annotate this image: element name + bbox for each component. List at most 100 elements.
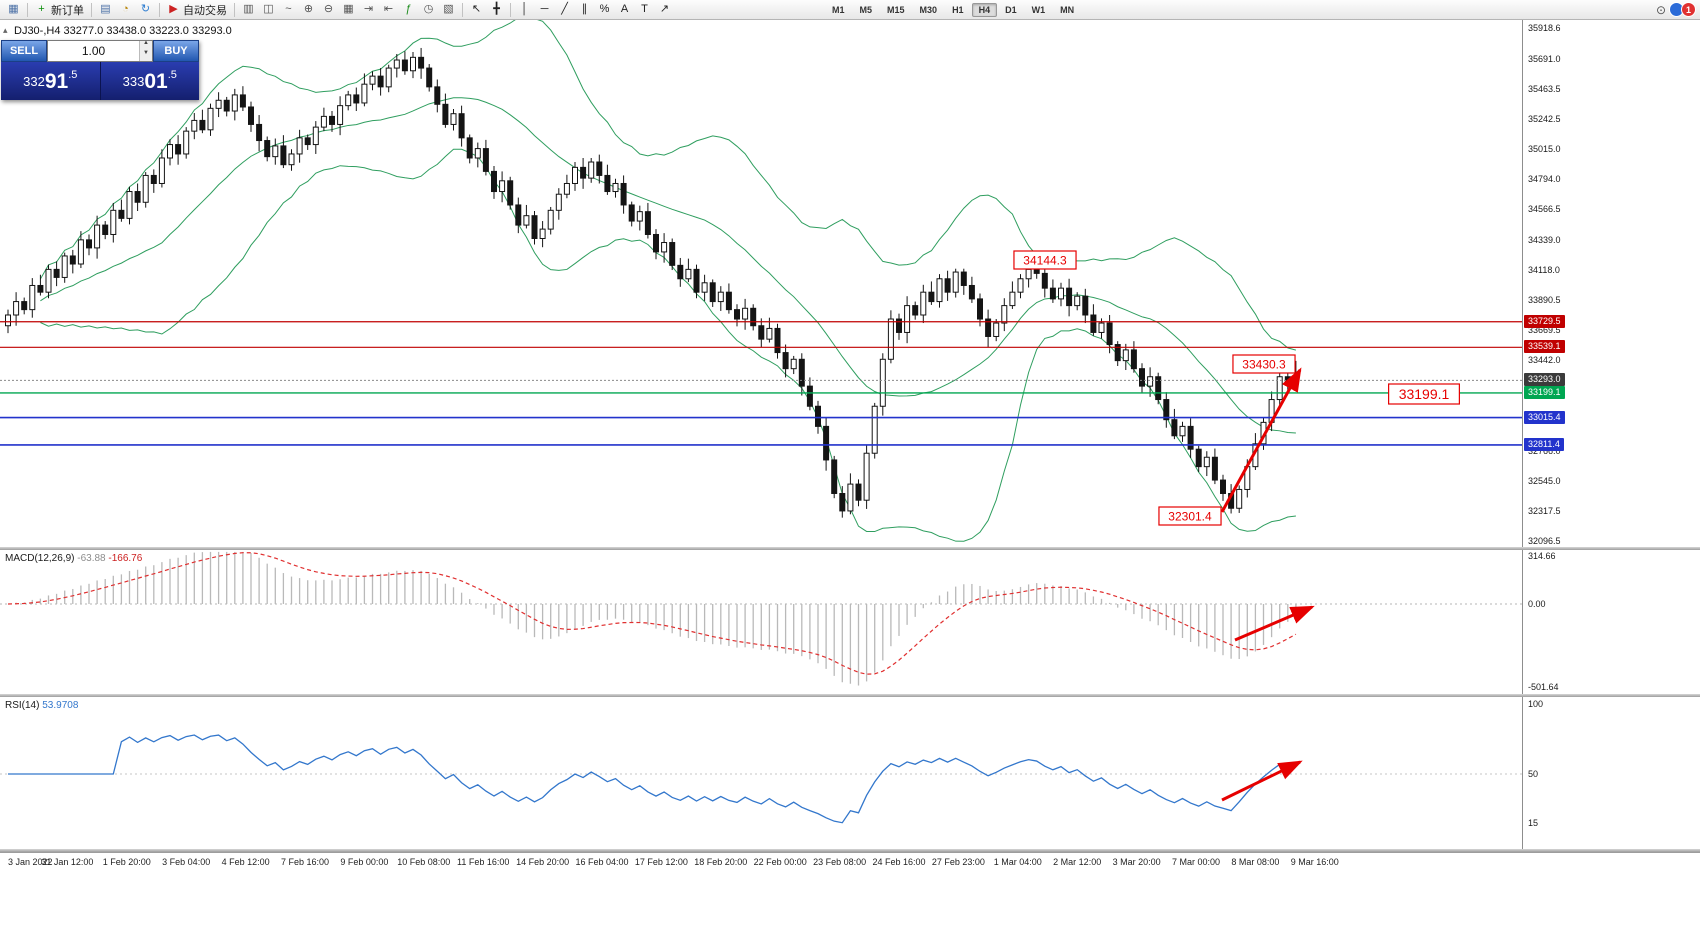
lot-spinner[interactable]: ▲ ▼ [139, 40, 152, 61]
panel-splitter[interactable] [0, 849, 1700, 852]
panel-splitter[interactable] [0, 694, 1700, 697]
vertical-line-icon[interactable]: │ [515, 2, 534, 17]
price-label: 35463.5 [1528, 84, 1561, 95]
price-badge: 33015.4 [1524, 410, 1565, 424]
profiles-icon[interactable]: ◔ [116, 2, 135, 17]
new-order-button-glyph: + [38, 3, 45, 15]
timeframe-d1[interactable]: D1 [1005, 4, 1017, 15]
main-chart-canvas[interactable]: 34144.3 33430.3 33199.1 32301.4 [0, 20, 1522, 547]
macd-main-value: -63.88 [77, 553, 106, 564]
price-label: 32096.5 [1528, 535, 1561, 546]
lot-spin-down-icon[interactable]: ▼ [140, 50, 152, 61]
charts-icon-glyph: ▤ [100, 3, 111, 15]
rsi-value: 53.9708 [42, 700, 79, 711]
rsi-axis[interactable]: 100 50 15 [1522, 697, 1700, 849]
panel-splitter[interactable] [0, 547, 1700, 550]
periods-icon[interactable]: ◷ [419, 2, 438, 17]
sell-price-display[interactable]: 332 91.5 [1, 62, 101, 100]
notification-badge[interactable]: 1 [1681, 2, 1696, 17]
zoom-in-icon-glyph: ⊕ [303, 3, 314, 15]
cursor-icon-glyph: ↖ [471, 3, 482, 15]
templates-icon[interactable]: ▧ [439, 2, 458, 17]
rsi-arrow[interactable] [1221, 760, 1303, 802]
new-chart-icon[interactable]: ▦ [4, 2, 23, 17]
indicators-icon[interactable]: ƒ [399, 2, 418, 17]
chart-shift-icon[interactable]: ⇤ [379, 2, 398, 17]
macd-name: MACD(12,26,9) [5, 553, 75, 564]
macd-arrow[interactable] [1234, 605, 1315, 642]
text-icon[interactable]: A [615, 2, 634, 17]
time-label: 16 Feb 04:00 [575, 857, 629, 867]
line-chart-icon[interactable]: ~ [279, 2, 298, 17]
charts-icon[interactable]: ▤ [96, 2, 115, 17]
cursor-icon[interactable]: ↖ [467, 2, 486, 17]
new-order-button-label: 新订单 [51, 4, 84, 17]
bollinger-bands [39, 20, 1297, 542]
price-badge: 33199.1 [1524, 385, 1565, 399]
macd-panel[interactable] [0, 550, 1522, 694]
label-icon-glyph: T [641, 3, 648, 15]
zoom-in-icon[interactable]: ⊕ [299, 2, 318, 17]
buy-price-prefix: 333 [122, 73, 145, 89]
macd-axis[interactable]: 314.66 0.00 -501.64 [1522, 550, 1700, 694]
channel-icon[interactable]: ∥ [575, 2, 594, 17]
price-label: 34794.0 [1528, 173, 1561, 184]
time-axis[interactable]: 3 Jan 2022 31 Jan 12:00 1 Feb 20:00 3 Feb 0… [0, 852, 1700, 875]
refresh-icon[interactable]: ↻ [136, 2, 155, 17]
toolbar-separator [462, 2, 463, 17]
templates-icon-glyph: ▧ [443, 3, 454, 15]
price-label: 33890.5 [1528, 295, 1561, 306]
auto-trading-button[interactable]: ▶ 自动交易 [164, 1, 230, 19]
time-label: 22 Feb 00:00 [753, 857, 807, 867]
rsi-panel[interactable] [0, 697, 1522, 849]
refresh-icon-glyph: ↻ [140, 3, 151, 15]
time-label: 9 Feb 00:00 [340, 857, 389, 867]
lot-size-field[interactable]: 1.00 ▲ ▼ [47, 40, 153, 62]
chart-window[interactable]: 34144.3 33430.3 33199.1 32301.4 [0, 20, 1522, 547]
rsi-canvas[interactable] [0, 697, 1522, 849]
time-label: 1 Mar 04:00 [993, 857, 1042, 867]
price-axis[interactable]: 35918.6 35691.0 35463.5 35242.5 35015.0 34794… [1522, 20, 1700, 547]
horizontal-line-icon[interactable]: ─ [535, 2, 554, 17]
timeframe-h4[interactable]: H4 [971, 2, 998, 17]
time-label: 4 Feb 12:00 [221, 857, 270, 867]
buy-button[interactable]: BUY [153, 40, 199, 62]
lot-spin-up-icon[interactable]: ▲ [140, 40, 152, 51]
timeframe-h1[interactable]: H1 [952, 4, 964, 15]
zoom-out-icon[interactable]: ⊖ [319, 2, 338, 17]
horizontal-lines[interactable] [0, 321, 1522, 446]
timeframe-group: M1 M5 M15 M30 H1 H4 D1 W1 MN [825, 2, 1081, 17]
fibonacci-icon[interactable]: % [595, 2, 614, 17]
lot-size-value[interactable]: 1.00 [81, 44, 106, 58]
timeframe-m30[interactable]: M30 [919, 4, 938, 15]
timeframe-mn[interactable]: MN [1060, 4, 1075, 15]
trend-arrow[interactable] [1220, 367, 1302, 513]
timeframe-m15[interactable]: M15 [887, 4, 905, 15]
time-label: 3 Feb 04:00 [162, 857, 211, 867]
timeframe-w1[interactable]: W1 [1031, 4, 1046, 15]
new-order-button[interactable]: + 新订单 [32, 1, 87, 19]
text-icon-glyph: A [620, 3, 629, 15]
auto-scroll-icon[interactable]: ⇥ [359, 2, 378, 17]
timeframe-m5[interactable]: M5 [859, 4, 873, 15]
indicators-icon-glyph: ƒ [405, 3, 412, 15]
sell-price-sup: .5 [68, 69, 78, 81]
macd-canvas[interactable] [0, 550, 1522, 694]
buy-price-display[interactable]: 333 01.5 [100, 62, 199, 100]
timeframe-m1[interactable]: M1 [832, 4, 845, 15]
price-label: 33442.0 [1528, 355, 1561, 366]
sell-button[interactable]: SELL [1, 40, 47, 62]
tile-windows-icon[interactable]: ▦ [339, 2, 358, 17]
collapse-panel-button[interactable]: ▴ [3, 25, 8, 35]
trendline-icon[interactable]: ╱ [555, 2, 574, 17]
bar-chart-icon[interactable]: ▥ [239, 2, 258, 17]
candlestick-icon[interactable]: ◫ [259, 2, 278, 17]
toolbar-right: ⊙ 1 [1656, 2, 1696, 17]
svg-text:32301.4: 32301.4 [1168, 509, 1212, 523]
arrows-icon[interactable]: ↗ [655, 2, 674, 17]
time-label: 3 Jan 2022 [8, 857, 53, 867]
search-icon[interactable]: ⊙ [1655, 2, 1666, 17]
crosshair-icon[interactable]: ╋ [487, 2, 506, 17]
annotations[interactable]: 34144.3 33430.3 33199.1 32301.4 [1013, 250, 1460, 526]
label-icon[interactable]: T [635, 2, 654, 17]
